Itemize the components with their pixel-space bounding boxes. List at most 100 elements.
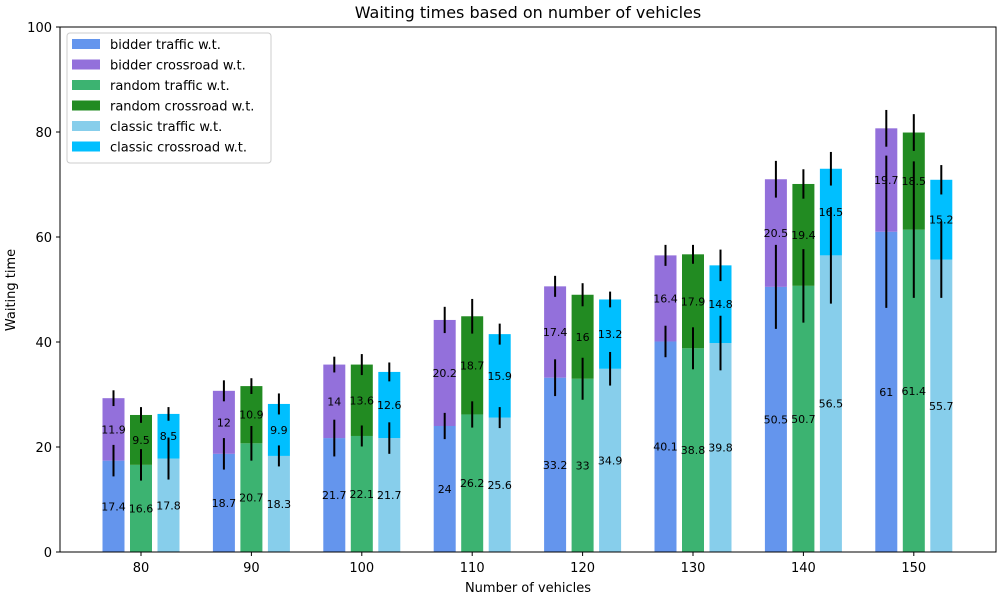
plot-frame (59, 26, 997, 553)
bar-random-crossroad-90 (240, 386, 263, 444)
y-tick-label-0: 0 (44, 546, 52, 561)
data-label-random-crossroad-110: 18.7 (460, 359, 485, 372)
bar-classic-traffic-90 (267, 455, 290, 552)
data-label-bidder-crossroad-130: 16.4 (653, 292, 678, 305)
bar-random-crossroad-110 (461, 316, 484, 415)
legend-label-1: bidder traffic w.t. (110, 38, 221, 53)
data-label-random-crossroad-130: 17.9 (681, 295, 706, 308)
bar-classic-crossroad-120 (599, 299, 622, 369)
bar-bidder-traffic-100 (323, 438, 346, 552)
data-label-bidder-crossroad-100: 14 (327, 395, 341, 408)
x-tick-label-100: 100 (349, 561, 374, 576)
bar-random-traffic-100 (350, 435, 373, 552)
bar-random-crossroad-140 (792, 183, 815, 286)
x-tick-label-150: 150 (901, 561, 926, 576)
data-label-bidder-traffic-100: 21.7 (322, 489, 347, 502)
data-label-classic-crossroad-100: 12.6 (377, 399, 402, 412)
bar-bidder-crossroad-110 (433, 319, 456, 426)
legend: bidder traffic w.t. bidder crossroad w.t.… (66, 32, 272, 164)
bar-random-traffic-140 (792, 285, 815, 552)
data-label-random-traffic-120: 33 (576, 459, 590, 472)
data-label-random-crossroad-140: 19.4 (791, 229, 816, 242)
data-label-classic-traffic-150: 55.7 (929, 400, 954, 413)
data-label-random-traffic-100: 22.1 (350, 488, 375, 501)
legend-label-6: classic crossroad w.t. (110, 141, 247, 156)
y-tick-label-40: 40 (35, 336, 52, 351)
x-tick-label-110: 110 (460, 561, 485, 576)
bar-classic-traffic-110 (488, 417, 511, 552)
x-tick-label-90: 90 (243, 561, 260, 576)
bar-bidder-traffic-110 (433, 426, 456, 552)
data-label-random-crossroad-90: 10.9 (239, 409, 264, 422)
bar-bidder-crossroad-120 (544, 286, 567, 378)
bar-bidder-crossroad-90 (212, 390, 235, 454)
bar-classic-crossroad-110 (488, 334, 511, 418)
data-label-random-crossroad-100: 13.6 (350, 394, 375, 407)
data-label-classic-traffic-80: 17.8 (156, 499, 181, 512)
bar-classic-traffic-130 (709, 343, 732, 552)
y-tick-label-60: 60 (35, 231, 52, 246)
data-label-classic-crossroad-90: 9.9 (270, 424, 288, 437)
bar-classic-crossroad-150 (930, 179, 953, 260)
data-label-random-traffic-110: 26.2 (460, 477, 485, 490)
data-label-bidder-crossroad-110: 20.2 (432, 367, 457, 380)
data-label-bidder-traffic-130: 40.1 (653, 441, 678, 454)
legend-swatch-5 (72, 121, 100, 131)
data-label-classic-crossroad-150: 15.2 (929, 214, 954, 227)
bar-bidder-crossroad-130 (654, 255, 677, 342)
bar-random-traffic-150 (902, 229, 925, 552)
axes-layer: 80 90 100 110 120 130 140 150 0 20 40 60 80 100 (27, 21, 926, 576)
bar-random-crossroad-100 (350, 364, 373, 436)
data-label-classic-traffic-90: 18.3 (267, 498, 292, 511)
data-label-classic-traffic-140: 56.5 (819, 398, 844, 411)
legend-swatch-2 (72, 59, 100, 70)
legend-box (66, 32, 272, 164)
bar-random-crossroad-120 (571, 294, 594, 379)
bar-bidder-traffic-80 (102, 460, 125, 552)
data-label-classic-crossroad-130: 14.8 (708, 298, 733, 311)
data-label-bidder-crossroad-90: 12 (217, 416, 231, 429)
bar-bidder-traffic-150 (875, 231, 898, 552)
bar-random-traffic-110 (461, 414, 484, 552)
data-label-bidder-traffic-150: 61 (879, 386, 893, 399)
bar-random-traffic-130 (682, 348, 704, 552)
data-label-random-traffic-140: 50.7 (791, 413, 816, 426)
bar-bidder-crossroad-100 (323, 364, 346, 439)
x-tick-label-80: 80 (133, 561, 150, 576)
bar-bidder-traffic-130 (654, 341, 677, 552)
bar-classic-traffic-100 (378, 438, 401, 552)
data-label-random-traffic-80: 16.6 (129, 502, 154, 515)
data-label-bidder-traffic-140: 50.5 (764, 413, 789, 426)
y-tick-label-100: 100 (27, 21, 52, 36)
data-label-bidder-crossroad-80: 11.9 (101, 423, 126, 436)
bar-bidder-crossroad-140 (764, 179, 787, 287)
bar-bidder-traffic-120 (544, 377, 567, 552)
bar-random-traffic-120 (571, 378, 594, 552)
data-label-classic-traffic-110: 25.6 (487, 479, 512, 492)
bar-classic-crossroad-80 (157, 413, 180, 459)
y-axis-label: Waiting time (4, 249, 19, 331)
data-label-random-traffic-150: 61.4 (902, 385, 927, 398)
bar-random-traffic-80 (130, 464, 152, 552)
legend-swatch-4 (72, 100, 100, 111)
bar-classic-traffic-80 (157, 458, 180, 552)
bar-random-traffic-90 (240, 443, 263, 552)
bar-bidder-crossroad-80 (102, 398, 125, 461)
y-tick-label-20: 20 (35, 441, 52, 456)
bar-classic-crossroad-130 (709, 265, 732, 344)
bar-classic-crossroad-100 (378, 371, 401, 439)
data-label-classic-crossroad-120: 13.2 (598, 328, 623, 341)
data-label-random-traffic-90: 20.7 (239, 492, 264, 505)
bars-layer (102, 128, 953, 552)
legend-swatch-3 (72, 80, 100, 90)
x-tick-label-140: 140 (791, 561, 816, 576)
x-tick-label-130: 130 (681, 561, 706, 576)
data-label-bidder-traffic-120: 33.2 (543, 459, 568, 472)
data-label-bidder-traffic-90: 18.7 (212, 497, 237, 510)
legend-label-4: random crossroad w.t. (110, 100, 254, 115)
bar-random-crossroad-130 (682, 254, 704, 349)
data-label-bidder-crossroad-140: 20.5 (764, 227, 789, 240)
y-tick-label-80: 80 (35, 126, 52, 141)
data-label-random-crossroad-120: 16 (576, 331, 590, 344)
